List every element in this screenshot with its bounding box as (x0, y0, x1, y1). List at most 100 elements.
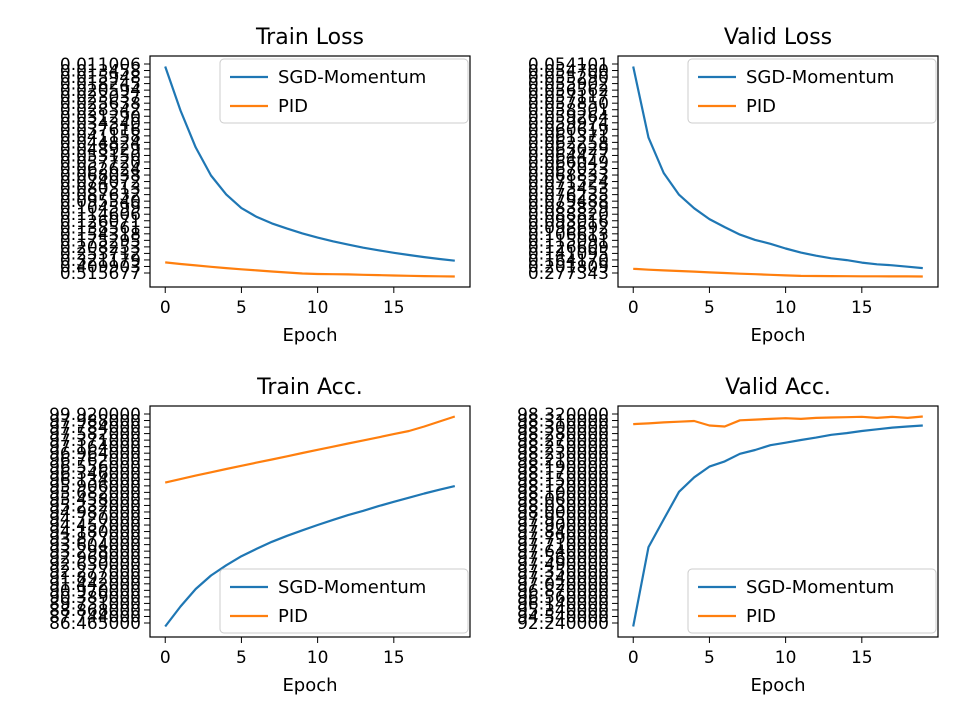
series-line-sgd-momentum (164, 66, 455, 262)
y-tick-label: 98.190000 (517, 457, 609, 477)
y-tick-label: 98.120000 (517, 477, 609, 497)
y-tick-label: 0.062258 (528, 133, 609, 153)
y-tick-label: 96.560000 (517, 588, 609, 608)
y-tick-label: 89.731000 (49, 594, 141, 614)
y-tick-label: 95.682000 (49, 483, 141, 503)
y-tick-label: 0.058501 (528, 101, 609, 121)
y-tick-label: 98.320000 (517, 405, 609, 425)
y-tick-label: 0.061371 (528, 127, 609, 147)
y-tick-label: 99.920000 (49, 405, 141, 425)
y-tick-label: 97.240000 (517, 568, 609, 588)
y-tick-label: 88.868000 (49, 601, 141, 621)
y-tick-label: 0.201809 (528, 257, 609, 277)
y-tick-label: 0.175295 (60, 231, 141, 251)
y-tick-label: 96.346000 (49, 464, 141, 484)
axes-frame (617, 55, 939, 288)
y-tick-label: 0.141095 (528, 244, 609, 264)
y-tick-label: 0.164170 (528, 251, 609, 271)
y-tick-label: 98.230000 (517, 444, 609, 464)
y-tick-label: 94.540000 (517, 607, 609, 627)
series-line-pid (633, 267, 923, 278)
y-tick-label: 95.340000 (517, 601, 609, 621)
x-tick-label: 10 (307, 648, 329, 668)
y-tick-label: 96.556000 (49, 457, 141, 477)
y-tick-label: 0.025638 (60, 94, 141, 114)
y-tick-label: 0.066049 (528, 153, 609, 173)
y-tick-label: 96.870000 (517, 581, 609, 601)
y-tick-label: 98.250000 (517, 438, 609, 458)
y-tick-label: 0.115091 (528, 231, 609, 251)
legend-label: SGD-Momentum (278, 577, 426, 598)
y-tick-label: 97.784000 (49, 418, 141, 438)
y-tick-label: 0.057117 (528, 88, 609, 108)
x-axis-label: Epoch (750, 325, 805, 346)
y-tick-label: 0.041158 (60, 127, 141, 147)
y-tick-label: 98.300000 (517, 418, 609, 438)
x-axis-label: Epoch (750, 675, 805, 696)
y-tick-label: 0.060619 (528, 120, 609, 140)
x-tick-label: 5 (236, 298, 247, 318)
y-tick-label: 0.321179 (60, 251, 141, 271)
y-tick-label: 0.048929 (60, 140, 141, 160)
y-tick-label: 0.059974 (528, 114, 609, 134)
x-tick-label: 15 (851, 298, 873, 318)
y-tick-label: 97.490000 (517, 555, 609, 575)
y-tick-label: 0.064477 (528, 146, 609, 166)
y-tick-label: 0.054700 (528, 62, 609, 82)
y-tick-label: 97.790000 (517, 529, 609, 549)
y-tick-label: 0.083829 (528, 199, 609, 219)
y-tick-label: 97.950000 (517, 510, 609, 530)
y-tick-label: 0.057850 (528, 94, 609, 114)
y-tick-label: 97.560000 (517, 549, 609, 569)
legend-box (687, 568, 937, 634)
y-tick-label: 86.465000 (49, 614, 141, 634)
y-tick-label: 98.030000 (517, 496, 609, 516)
y-tick-label: 93.604000 (49, 536, 141, 556)
series-line-sgd-momentum (164, 485, 456, 628)
legend-box (219, 568, 469, 634)
x-tick-label: 10 (775, 648, 797, 668)
y-tick-label: 0.028342 (60, 101, 141, 121)
y-tick-label: 0.015948 (60, 68, 141, 88)
y-tick-label: 87.744000 (49, 607, 141, 627)
y-tick-label: 91.442000 (49, 575, 141, 595)
y-tick-label: 0.071524 (528, 173, 609, 193)
y-tick-label: 95.906000 (49, 477, 141, 497)
x-axis-label: Epoch (282, 675, 337, 696)
series-line-pid (165, 261, 455, 278)
subplot-4: 0 5 10 15 92.24000094.54000095.34000096.1400… (517, 375, 939, 696)
y-tick-label: 0.074072 (60, 173, 141, 193)
y-tick-label: 98.150000 (517, 470, 609, 490)
y-tick-label: 0.104599 (60, 199, 141, 219)
series-line-sgd-momentum (632, 66, 923, 270)
y-tick-label: 96.964000 (49, 444, 141, 464)
y-tick-label: 97.988000 (49, 412, 141, 432)
legend: SGD-Momentum PID (219, 58, 469, 124)
y-tick-label: 0.076235 (528, 186, 609, 206)
y-tick-label: 0.098692 (528, 218, 609, 238)
y-tick-label: 0.023037 (60, 88, 141, 108)
y-tick-label: 0.011006 (60, 55, 141, 75)
y-tick-label: 0.154318 (60, 225, 141, 245)
y-tick-label: 98.310000 (517, 412, 609, 432)
x-tick-label: 10 (775, 298, 797, 318)
subplot-1: 0 5 10 150.5156770.4099030.3211790.2537120.… (60, 25, 471, 346)
x-tick-label: 5 (704, 298, 715, 318)
subplot-title: Valid Acc. (725, 375, 831, 400)
y-tick-label: 91.892000 (49, 568, 141, 588)
y-tick-label: 0.080313 (60, 179, 141, 199)
y-tick-label: 0.063029 (528, 140, 609, 160)
y-tick-label: 0.062624 (60, 160, 141, 180)
y-tick-label: 0.068038 (60, 166, 141, 186)
axes-frame (149, 55, 471, 288)
y-tick-label: 95.232000 (49, 496, 141, 516)
y-tick-label: 97.164000 (49, 438, 141, 458)
y-tick-label: 90.389000 (49, 588, 141, 608)
legend-label: PID (746, 606, 776, 627)
x-axis-label: Epoch (282, 325, 337, 346)
y-tick-label: 97.710000 (517, 536, 609, 556)
y-tick-label: 0.253712 (60, 244, 141, 264)
y-tick-label: 0.056562 (528, 81, 609, 101)
y-tick-label: 97.900000 (517, 516, 609, 536)
y-tick-label: 0.138561 (60, 218, 141, 238)
